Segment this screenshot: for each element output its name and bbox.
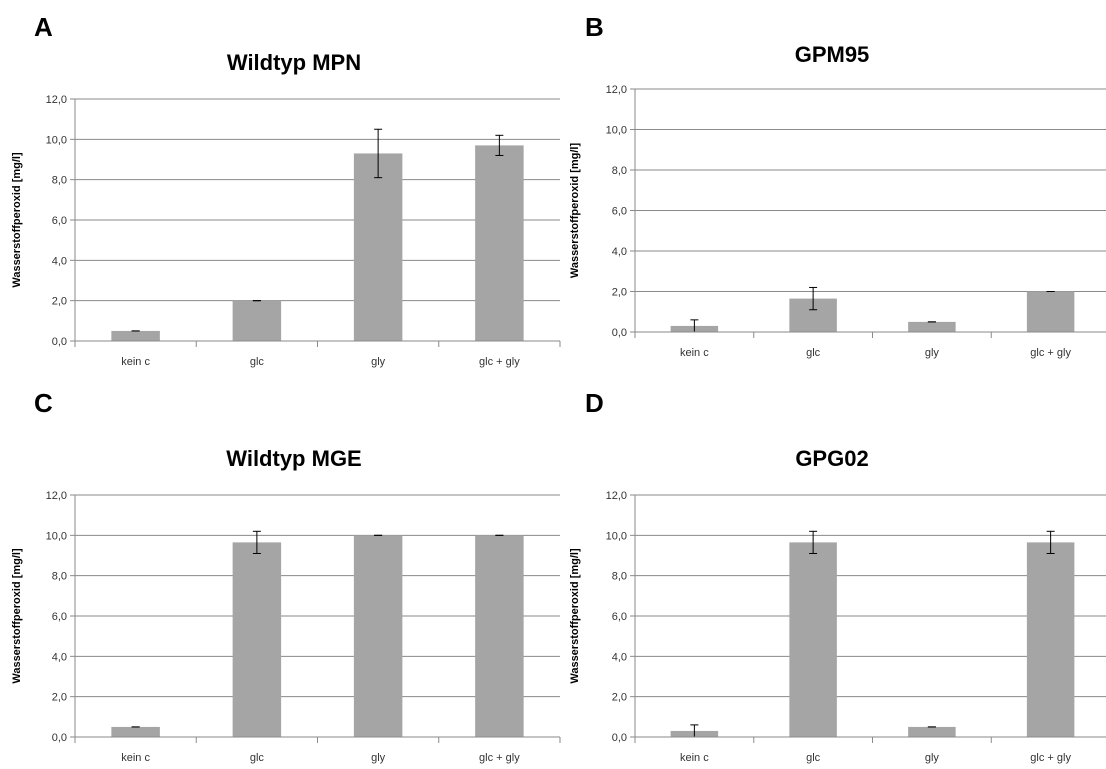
y-tick-label: 2,0 [612, 692, 627, 704]
y-tick-label: 6,0 [612, 206, 627, 218]
y-tick-label: 12,0 [46, 94, 67, 106]
bar [111, 727, 160, 737]
y-tick-label: 4,0 [52, 255, 67, 267]
category-label: glc [250, 356, 265, 368]
y-tick-label: 4,0 [612, 651, 627, 663]
bar [354, 153, 403, 341]
y-tick-label: 0,0 [52, 732, 67, 744]
bar [233, 542, 282, 737]
category-label: gly [371, 356, 386, 368]
bar [908, 727, 956, 737]
chart-title: GPG02 [795, 446, 868, 471]
category-label: gly [371, 752, 386, 764]
bar [1027, 292, 1075, 333]
y-tick-label: 12,0 [606, 490, 627, 502]
bar [233, 301, 282, 341]
bar [354, 535, 403, 737]
category-label: glc + gly [1030, 752, 1071, 764]
y-axis-label: Wasserstoffperoxid [mg/l] [11, 548, 23, 684]
category-label: glc [250, 752, 265, 764]
category-label: glc + gly [479, 752, 520, 764]
y-tick-label: 10,0 [46, 134, 67, 146]
y-tick-label: 4,0 [52, 651, 67, 663]
chart-panel-c: C Wildtyp MGE 0,0 2,0 4,0 6,0 8,0 10,0 12,0 Wasse… [11, 388, 560, 764]
category-label: kein c [121, 356, 150, 368]
category-label: glc [806, 752, 821, 764]
panel-letter: B [585, 12, 604, 42]
chart-title: Wildtyp MGE [226, 446, 361, 471]
y-tick-label: 8,0 [52, 175, 67, 187]
y-tick-label: 10,0 [46, 530, 67, 542]
y-tick-label: 10,0 [606, 530, 627, 542]
category-label: gly [925, 752, 940, 764]
y-tick-label: 6,0 [52, 215, 67, 227]
y-axis-label: Wasserstoffperoxid [mg/l] [569, 548, 581, 684]
y-tick-label: 2,0 [52, 296, 67, 308]
bar [475, 535, 524, 737]
category-label: gly [925, 347, 940, 359]
y-tick-label: 8,0 [52, 571, 67, 583]
y-tick-label: 2,0 [612, 287, 627, 299]
panel-letter: C [34, 388, 53, 418]
y-tick-label: 8,0 [612, 571, 627, 583]
y-axis-label: Wasserstoffperoxid [mg/l] [569, 143, 581, 279]
chart-title: GPM95 [795, 42, 870, 67]
bar [111, 331, 160, 341]
y-tick-label: 10,0 [606, 125, 627, 137]
y-tick-label: 8,0 [612, 165, 627, 177]
y-tick-label: 6,0 [52, 611, 67, 623]
y-tick-label: 2,0 [52, 692, 67, 704]
chart-panel-a: A Wildtyp MPN 0,0 2,0 4,0 6,0 8,0 10,0 12,0 Wasse… [11, 12, 560, 368]
y-tick-label: 4,0 [612, 246, 627, 258]
category-label: kein c [680, 347, 709, 359]
panel-letter: D [585, 388, 604, 418]
chart-title: Wildtyp MPN [227, 50, 361, 75]
category-label: glc + gly [1030, 347, 1071, 359]
category-label: glc [806, 347, 821, 359]
chart-panel-b: B GPM95 0,0 2,0 4,0 6,0 8,0 10,0 12,0 Wasserstoff… [569, 12, 1106, 359]
category-label: kein c [121, 752, 150, 764]
y-tick-label: 12,0 [606, 84, 627, 96]
bar [475, 145, 524, 341]
category-label: glc + gly [479, 356, 520, 368]
y-tick-label: 0,0 [612, 327, 627, 339]
category-label: kein c [680, 752, 709, 764]
y-tick-label: 6,0 [612, 611, 627, 623]
chart-panel-d: D GPG02 0,0 2,0 4,0 6,0 8,0 10,0 12,0 Wasserstoff… [569, 388, 1106, 764]
bar [908, 322, 956, 332]
y-tick-label: 12,0 [46, 490, 67, 502]
y-tick-label: 0,0 [52, 336, 67, 348]
bar [1027, 542, 1075, 737]
panel-letter: A [34, 12, 53, 42]
bar [789, 542, 837, 737]
y-axis-label: Wasserstoffperoxid [mg/l] [11, 152, 23, 288]
y-tick-label: 0,0 [612, 732, 627, 744]
